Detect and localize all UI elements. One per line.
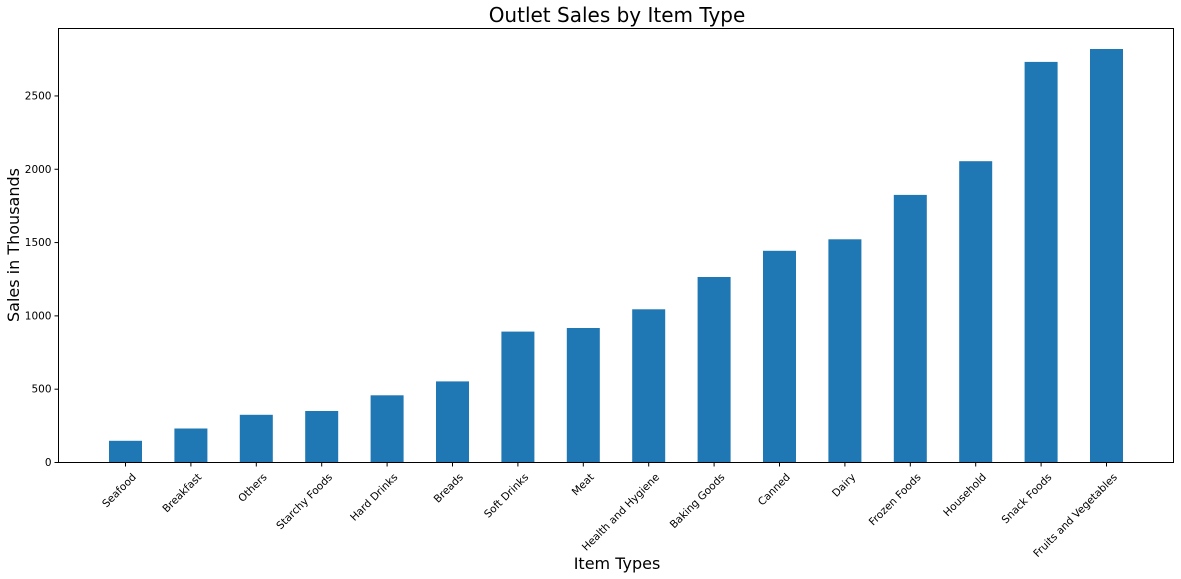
x-tick-label: Hard Drinks [348, 471, 400, 523]
plot-frame [58, 28, 1174, 463]
bar [436, 381, 469, 463]
y-tick-label: 1000 [25, 310, 52, 322]
bar [174, 428, 208, 463]
x-tick-label: Dairy [830, 471, 858, 499]
bar [239, 414, 273, 463]
bar [1024, 61, 1058, 463]
bar [632, 309, 666, 463]
bar [828, 239, 862, 463]
bar [501, 331, 535, 463]
bar [763, 250, 796, 463]
x-tick-label: Breakfast [160, 471, 204, 515]
x-tick-label: Household [941, 471, 989, 519]
x-tick-label: Others [236, 471, 269, 504]
chart-title: Outlet Sales by Item Type [489, 3, 746, 27]
y-tick-label: 2500 [25, 90, 52, 102]
y-axis-ticks: 0 500 1000 1500 2000 2500 [25, 90, 59, 469]
x-tick-label: Soft Drinks [482, 471, 531, 520]
bar [959, 161, 993, 463]
bar [370, 395, 404, 463]
x-tick-label: Canned [756, 471, 793, 508]
bar [305, 411, 339, 463]
x-tick-label: Baking Goods [668, 471, 728, 531]
bar [109, 440, 142, 463]
x-tick-label: Frozen Foods [867, 471, 924, 528]
y-tick-label: 500 [31, 384, 51, 396]
x-tick-label: Breads [432, 471, 466, 505]
y-axis-label: Sales in Thousands [4, 168, 23, 322]
x-tick-label: Meat [570, 471, 597, 498]
x-axis-ticks: Seafood Breakfast Others Starchy Foods Hard … [100, 462, 1120, 560]
y-tick-label: 0 [45, 457, 52, 469]
x-tick-label: Seafood [100, 471, 139, 510]
x-axis-label: Item Types [574, 554, 661, 573]
bar [1090, 49, 1123, 463]
y-tick-label: 2000 [25, 164, 52, 176]
bars-group [109, 49, 1123, 463]
bar [697, 277, 731, 463]
bar [893, 194, 927, 463]
x-tick-label: Snack Foods [1000, 471, 1055, 526]
x-tick-label: Starchy Foods [274, 471, 335, 532]
y-tick-label: 1500 [25, 237, 52, 249]
bar [566, 328, 600, 463]
